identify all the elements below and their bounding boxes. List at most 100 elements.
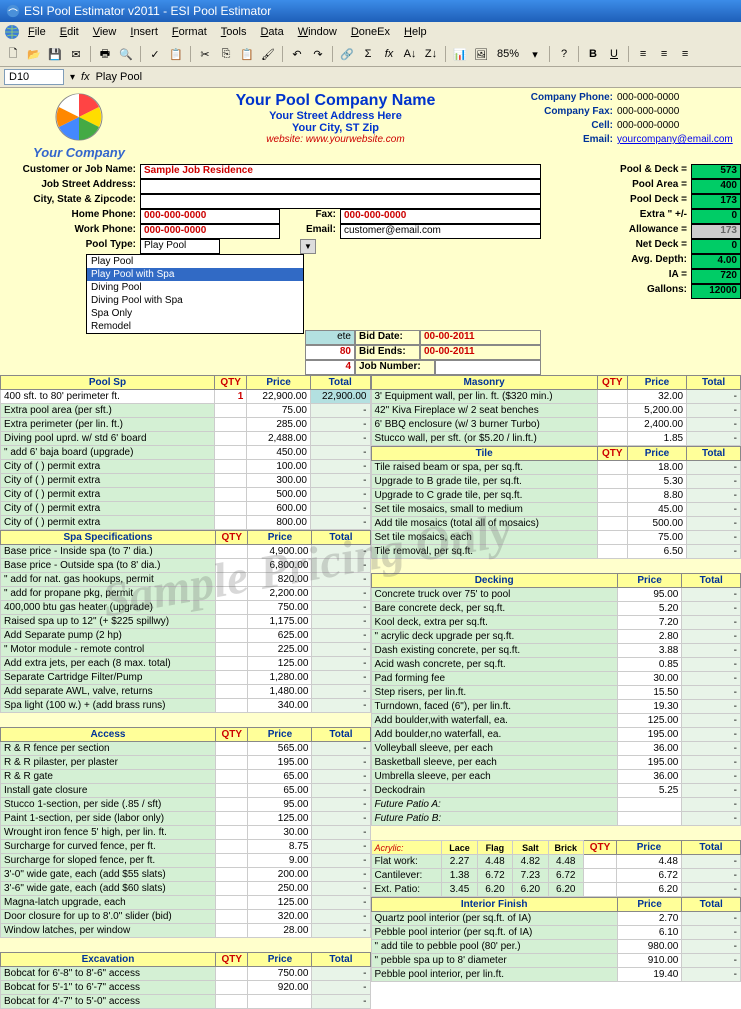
dropdown-option[interactable]: Spa Only bbox=[87, 307, 303, 320]
menu-tools[interactable]: Tools bbox=[215, 24, 253, 40]
line-qty[interactable] bbox=[597, 432, 627, 446]
line-qty[interactable] bbox=[215, 671, 248, 685]
line-qty[interactable] bbox=[597, 404, 627, 418]
line-qty[interactable] bbox=[215, 995, 248, 1009]
line-qty[interactable] bbox=[215, 840, 248, 854]
line-qty[interactable] bbox=[215, 615, 248, 629]
email-value[interactable]: yourcompany@email.com bbox=[617, 134, 733, 148]
preview-icon[interactable]: 🔍 bbox=[117, 45, 135, 63]
dropdown-icon[interactable]: ▾ bbox=[70, 72, 75, 83]
line-qty[interactable] bbox=[215, 924, 248, 938]
line-qty[interactable] bbox=[214, 460, 246, 474]
help-icon[interactable]: ? bbox=[555, 45, 573, 63]
menu-help[interactable]: Help bbox=[398, 24, 433, 40]
zoom-value[interactable]: 85% bbox=[493, 48, 523, 60]
line-qty[interactable] bbox=[214, 446, 246, 460]
line-qty[interactable] bbox=[215, 685, 248, 699]
align-center-icon[interactable]: ≡ bbox=[655, 45, 673, 63]
line-qty[interactable] bbox=[597, 503, 627, 517]
line-qty[interactable] bbox=[215, 643, 248, 657]
line-qty[interactable] bbox=[214, 418, 246, 432]
new-icon[interactable]: 🗋 bbox=[4, 45, 22, 63]
line-qty[interactable] bbox=[215, 756, 248, 770]
line-qty[interactable] bbox=[214, 516, 246, 530]
dropdown-option[interactable]: Play Pool with Spa bbox=[87, 268, 303, 281]
spell-icon[interactable]: ✓ bbox=[146, 45, 164, 63]
line-qty[interactable] bbox=[215, 559, 248, 573]
line-qty[interactable] bbox=[597, 418, 627, 432]
line-qty[interactable] bbox=[215, 742, 248, 756]
undo-icon[interactable]: ↶ bbox=[288, 45, 306, 63]
line-qty[interactable] bbox=[597, 489, 627, 503]
job-email-value[interactable]: customer@email.com bbox=[340, 224, 541, 239]
line-qty[interactable] bbox=[583, 869, 616, 883]
copy-icon[interactable]: ⎘ bbox=[217, 45, 235, 63]
cut-icon[interactable]: ✂ bbox=[196, 45, 214, 63]
menu-format[interactable]: Format bbox=[166, 24, 213, 40]
line-qty[interactable] bbox=[597, 531, 627, 545]
line-qty[interactable] bbox=[215, 587, 248, 601]
line-qty[interactable] bbox=[215, 854, 248, 868]
chart-icon[interactable]: 📊 bbox=[451, 45, 469, 63]
line-qty[interactable] bbox=[215, 826, 248, 840]
line-qty[interactable] bbox=[215, 573, 248, 587]
home-phone-value[interactable]: 000-000-0000 bbox=[140, 209, 280, 224]
dropdown-arrow-icon[interactable]: ▼ bbox=[300, 239, 316, 254]
underline-icon[interactable]: U bbox=[605, 45, 623, 63]
line-qty[interactable] bbox=[597, 517, 627, 531]
line-qty[interactable] bbox=[214, 502, 246, 516]
line-qty[interactable] bbox=[215, 545, 248, 559]
line-qty[interactable] bbox=[214, 474, 246, 488]
job-name-value[interactable]: Sample Job Residence bbox=[140, 164, 541, 179]
line-qty[interactable] bbox=[215, 910, 248, 924]
align-left-icon[interactable]: ≡ bbox=[634, 45, 652, 63]
format-painter-icon[interactable]: 🖌 bbox=[259, 45, 277, 63]
redo-icon[interactable]: ↷ bbox=[309, 45, 327, 63]
menu-insert[interactable]: Insert bbox=[124, 24, 164, 40]
zoom-dropdown-icon[interactable]: ▾ bbox=[526, 45, 544, 63]
menu-file[interactable]: File bbox=[22, 24, 52, 40]
sum-icon[interactable]: Σ bbox=[359, 45, 377, 63]
job-csz-value[interactable] bbox=[140, 194, 541, 209]
job-street-value[interactable] bbox=[140, 179, 541, 194]
line-qty[interactable] bbox=[215, 657, 248, 671]
align-right-icon[interactable]: ≡ bbox=[676, 45, 694, 63]
menu-doneex[interactable]: DoneEx bbox=[345, 24, 396, 40]
sort-asc-icon[interactable]: A↓ bbox=[401, 45, 419, 63]
menu-data[interactable]: Data bbox=[254, 24, 289, 40]
bold-icon[interactable]: B bbox=[584, 45, 602, 63]
work-phone-value[interactable]: 000-000-0000 bbox=[140, 224, 280, 239]
bid-date-value[interactable]: 00-00-2011 bbox=[420, 330, 541, 345]
line-qty[interactable] bbox=[215, 770, 248, 784]
line-qty[interactable] bbox=[583, 883, 616, 897]
line-qty[interactable] bbox=[215, 798, 248, 812]
print-icon[interactable]: 🖶 bbox=[96, 45, 114, 63]
formula-value[interactable]: Play Pool bbox=[96, 71, 142, 83]
dropdown-option[interactable]: Remodel bbox=[87, 320, 303, 333]
line-qty[interactable] bbox=[215, 629, 248, 643]
mail-icon[interactable]: ✉ bbox=[67, 45, 85, 63]
line-qty[interactable] bbox=[214, 432, 246, 446]
line-qty[interactable] bbox=[215, 981, 248, 995]
research-icon[interactable]: 📋 bbox=[167, 45, 185, 63]
line-qty[interactable] bbox=[597, 475, 627, 489]
job-number-value[interactable] bbox=[435, 360, 541, 375]
line-qty[interactable]: 1 bbox=[214, 390, 246, 404]
dropdown-option[interactable]: Diving Pool with Spa bbox=[87, 294, 303, 307]
line-qty[interactable] bbox=[215, 882, 248, 896]
pool-type-value[interactable]: Play Pool bbox=[140, 239, 220, 254]
line-qty[interactable] bbox=[215, 812, 248, 826]
job-fax-value[interactable]: 000-000-0000 bbox=[340, 209, 541, 224]
line-qty[interactable] bbox=[215, 601, 248, 615]
line-qty[interactable] bbox=[597, 390, 627, 404]
menu-edit[interactable]: Edit bbox=[54, 24, 85, 40]
menu-view[interactable]: View bbox=[87, 24, 123, 40]
line-qty[interactable] bbox=[597, 461, 627, 475]
line-qty[interactable] bbox=[215, 784, 248, 798]
drawing-icon[interactable]: 🖼 bbox=[472, 45, 490, 63]
dropdown-option[interactable]: Diving Pool bbox=[87, 281, 303, 294]
save-icon[interactable]: 💾 bbox=[46, 45, 64, 63]
line-qty[interactable] bbox=[583, 855, 616, 869]
bid-ends-value[interactable]: 00-00-2011 bbox=[420, 345, 541, 360]
fx-icon[interactable]: fx bbox=[380, 45, 398, 63]
